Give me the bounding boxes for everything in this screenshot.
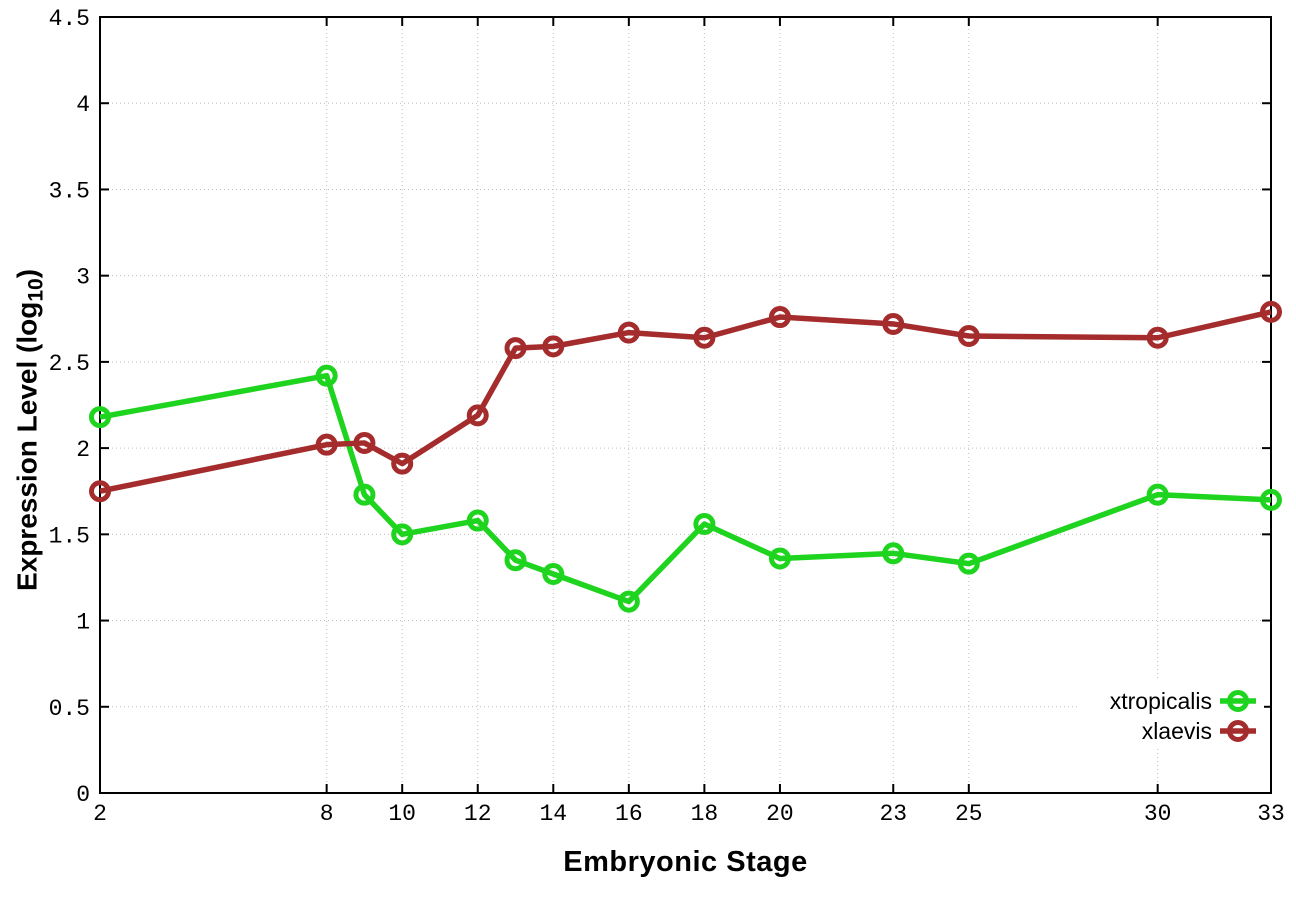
x-tick-label: 2 xyxy=(93,801,107,827)
y-tick-label: 3.5 xyxy=(49,178,90,204)
legend-label: xlaevis xyxy=(1142,718,1212,744)
legend: xtropicalis xlaevis xyxy=(1078,680,1264,746)
legend-entry-xlaevis: xlaevis xyxy=(1142,718,1256,744)
y-tick-label: 3 xyxy=(76,265,90,291)
data-point-xtropicalis xyxy=(768,547,791,570)
x-tick-label: 10 xyxy=(388,801,416,827)
data-point-xlaevis xyxy=(315,433,338,456)
data-point-xlaevis xyxy=(1146,326,1169,349)
legend-entry-xtropicalis: xtropicalis xyxy=(1110,688,1256,714)
legend-marker-icon xyxy=(1227,720,1249,742)
data-point-xlaevis xyxy=(957,325,980,348)
x-tick-label: 25 xyxy=(955,801,983,827)
data-point-xtropicalis xyxy=(882,542,905,565)
data-point-xlaevis xyxy=(466,404,489,427)
data-point-xlaevis xyxy=(391,452,414,475)
data-point-xlaevis xyxy=(504,337,527,360)
y-tick-label: 2.5 xyxy=(49,351,90,377)
y-tick-label: 2 xyxy=(76,437,90,463)
y-tick-label: 1.5 xyxy=(49,523,90,549)
x-tick-label: 14 xyxy=(539,801,567,827)
x-tick-label: 8 xyxy=(320,801,334,827)
data-point-xlaevis xyxy=(882,312,905,335)
y-axis-title-subscript: 10 xyxy=(24,278,48,302)
data-point-xtropicalis xyxy=(315,364,338,387)
x-tick-label: 12 xyxy=(464,801,492,827)
y-tick-label: 4.5 xyxy=(49,6,90,32)
y-tick-label: 0 xyxy=(76,782,90,808)
x-tick-label: 33 xyxy=(1257,801,1285,827)
y-axis-title-close: ) xyxy=(11,268,43,279)
x-tick-label: 18 xyxy=(691,801,719,827)
data-point-xtropicalis xyxy=(466,509,489,532)
data-point-xtropicalis xyxy=(353,483,376,506)
data-point-xlaevis xyxy=(89,480,111,503)
data-point-xtropicalis xyxy=(1146,483,1169,506)
data-point-xtropicalis xyxy=(617,590,640,613)
data-point-xlaevis xyxy=(1260,300,1282,323)
y-tick-label: 1 xyxy=(76,610,90,636)
data-point-xtropicalis xyxy=(957,552,980,575)
data-point-xlaevis xyxy=(353,431,376,454)
y-tick-label: 4 xyxy=(76,92,90,118)
plot-border xyxy=(99,16,1272,794)
x-tick-label: 23 xyxy=(879,801,907,827)
legend-label: xtropicalis xyxy=(1110,688,1212,714)
y-axis-title: Expression Level (log10) xyxy=(12,269,49,591)
x-tick-label: 30 xyxy=(1144,801,1172,827)
data-point-xtropicalis xyxy=(89,406,111,429)
y-axis-title-text: Expression Level (log xyxy=(11,301,43,592)
data-point-xlaevis xyxy=(617,321,640,344)
x-axis-title: Embryonic Stage xyxy=(563,846,808,878)
data-point-xlaevis xyxy=(693,326,716,349)
data-point-xtropicalis xyxy=(1260,488,1282,511)
data-point-xtropicalis xyxy=(391,523,414,546)
data-point-xtropicalis xyxy=(693,512,716,535)
x-tick-label: 20 xyxy=(766,801,794,827)
x-tick-label: 16 xyxy=(615,801,643,827)
data-point-xlaevis xyxy=(768,306,791,329)
data-point-xtropicalis xyxy=(504,549,527,572)
y-tick-label: 0.5 xyxy=(49,696,90,722)
legend-marker-icon xyxy=(1227,690,1249,712)
data-point-xlaevis xyxy=(542,335,565,358)
data-point-xtropicalis xyxy=(542,562,565,585)
